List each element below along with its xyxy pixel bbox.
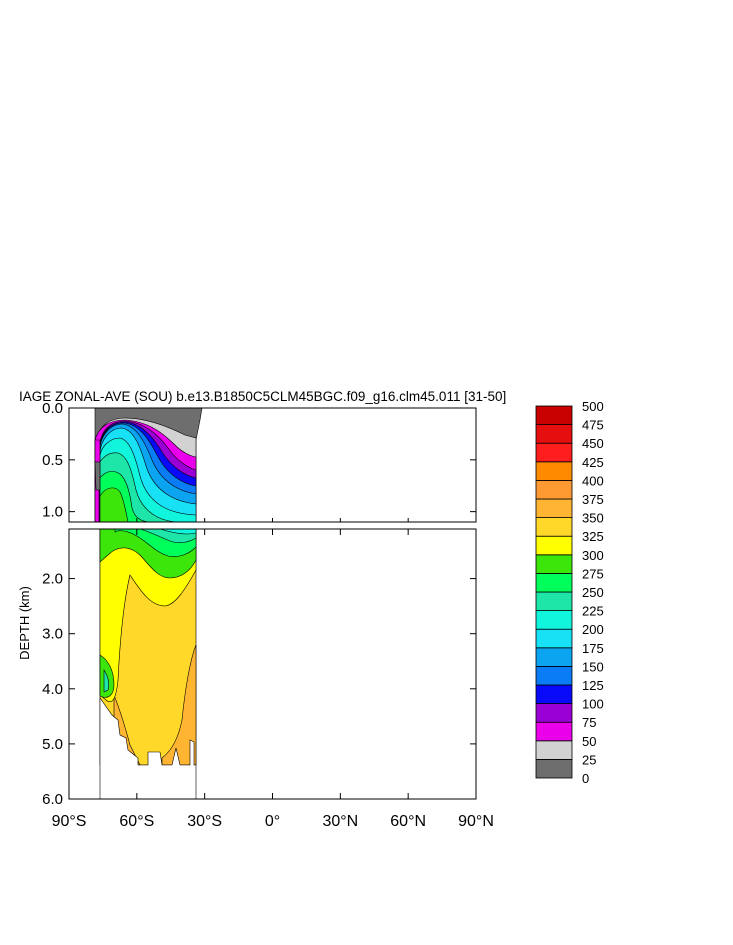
colorbar-swatch [535, 424, 573, 444]
y-axis-upper: 0.0 0.5 1.0 [42, 400, 476, 521]
colorbar-swatch [535, 647, 573, 667]
colorbar-swatch [535, 666, 573, 686]
x-tick-label: 30°N [322, 813, 358, 830]
colorbar-level-label: 300 [582, 548, 604, 563]
bathymetry-mask [99, 697, 197, 799]
colorbar-level-label: 150 [582, 659, 604, 674]
colorbar-swatch [535, 442, 573, 463]
x-tick-label: 30°S [187, 813, 222, 830]
left-edge-gray [94, 461, 101, 491]
colorbar-swatch [535, 498, 573, 519]
colorbar-swatch [535, 517, 573, 537]
colorbar-level-label: 225 [582, 604, 604, 619]
colorbar-swatch [535, 405, 573, 426]
contour-band-275-300 [99, 487, 129, 522]
colorbar-swatch [535, 554, 573, 574]
colorbar-swatch [535, 479, 573, 500]
y-tick-label-upper: 0.5 [42, 452, 63, 469]
colorbar-swatch [535, 573, 573, 593]
colorbar-swatch [535, 610, 573, 630]
y-tick-label-lower: 2.0 [42, 571, 63, 588]
colorbar-swatch [535, 461, 573, 481]
colorbar-level-label: 250 [582, 585, 604, 600]
x-tick-label: 60°N [390, 813, 426, 830]
x-axis: 90°S 60°S 30°S 0° 30°N 60°N 90°N [52, 518, 494, 830]
y-tick-label-upper: 0.0 [42, 400, 63, 417]
colorbar-level-label: 100 [582, 697, 604, 712]
contour-band-200-225-lower [159, 529, 197, 535]
colorbar-swatch [535, 684, 573, 705]
colorbar-swatch [535, 591, 573, 612]
x-tick-label: 60°S [119, 813, 154, 830]
colorbar-swatch [535, 721, 573, 742]
y-tick-label-lower: 3.0 [42, 626, 63, 643]
colorbar-level-label: 475 [582, 418, 604, 433]
colorbar-level-label: 500 [582, 399, 604, 414]
y-tick-label-lower: 4.0 [42, 681, 63, 698]
left-edge-magenta [94, 439, 101, 463]
contour-band-left-teal [103, 669, 110, 693]
upper-panel [94, 408, 203, 522]
x-tick-label: 90°S [52, 813, 87, 830]
y-axis-label: DEPTH (km) [17, 586, 32, 660]
contour-band-375-400-right [161, 644, 197, 766]
colorbar-level-label: 375 [582, 492, 604, 507]
colorbar-level-label: 400 [582, 473, 604, 488]
colorbar-level-label: 25 [582, 752, 596, 767]
colorbar-swatch [535, 535, 573, 556]
colorbar-level-label: 450 [582, 436, 604, 451]
colorbar-level-label: 0 [582, 771, 589, 786]
colorbar-swatch [535, 703, 573, 723]
colorbar-level-label: 75 [582, 715, 596, 730]
colorbar-level-label: 50 [582, 734, 596, 749]
colorbar-swatch [535, 628, 573, 649]
colorbar-level-label: 175 [582, 641, 604, 656]
colorbar-level-label: 350 [582, 511, 604, 526]
colorbar-level-label: 125 [582, 678, 604, 693]
y-tick-label-upper: 1.0 [42, 504, 63, 521]
colorbar-swatch [535, 740, 573, 760]
y-axis-lower: 2.0 3.0 4.0 5.0 6.0 [42, 571, 476, 808]
x-tick-label: 0° [265, 813, 280, 830]
colorbar: 0 25 50 75 100 125 150 175 200 225 250 275 300 325 350… [535, 399, 604, 786]
colorbar-level-label: 200 [582, 622, 604, 637]
colorbar-swatch [535, 759, 573, 779]
y-tick-label-lower: 5.0 [42, 736, 63, 753]
x-tick-label: 90°N [458, 813, 494, 830]
chart-title: IAGE ZONAL-AVE (SOU) b.e13.B1850C5CLM45B… [19, 389, 506, 404]
colorbar-level-label: 275 [582, 566, 604, 581]
colorbar-level-label: 325 [582, 529, 604, 544]
y-tick-label-lower: 6.0 [42, 791, 63, 808]
lower-panel [99, 529, 197, 799]
colorbar-level-label: 425 [582, 455, 604, 470]
